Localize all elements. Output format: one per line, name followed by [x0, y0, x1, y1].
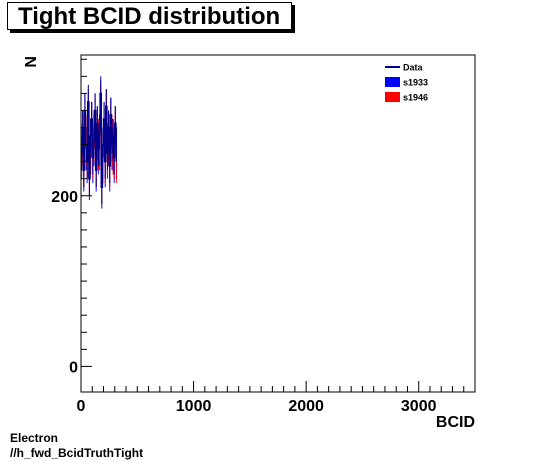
y-axis-label: N [23, 56, 40, 68]
x-axis-label: BCID [436, 414, 475, 431]
x-tick-label-3000: 3000 [401, 398, 437, 415]
legend: Data s1933 s1946 [385, 63, 428, 103]
plot-area [80, 54, 476, 393]
x-tick-label-1000: 1000 [176, 398, 212, 415]
legend-label-Data: Data [403, 63, 424, 73]
legend-swatch-s1946 [385, 92, 400, 102]
y-tick-label-0: 0 [69, 359, 78, 376]
x-tick-label-0: 0 [77, 398, 86, 415]
y-tick-label-200: 200 [51, 189, 78, 206]
x-tick-label-2000: 2000 [288, 398, 324, 415]
chart-title: Tight BCID distribution [7, 2, 292, 30]
footer-histogram-path: //h_fwd_BcidTruthTight [10, 446, 144, 460]
footer-label: Electron [10, 431, 59, 445]
axes: 0 1000 2000 3000 0 200 BCID N [23, 56, 476, 431]
legend-label-s1946: s1946 [403, 93, 428, 103]
histogram-bars [81, 76, 118, 209]
legend-swatch-s1933 [385, 77, 400, 87]
plot-frame [80, 54, 476, 393]
legend-label-s1933: s1933 [403, 78, 428, 88]
